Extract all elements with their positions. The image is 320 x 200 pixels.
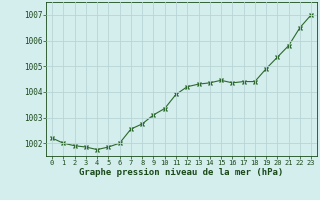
X-axis label: Graphe pression niveau de la mer (hPa): Graphe pression niveau de la mer (hPa) xyxy=(79,168,284,177)
